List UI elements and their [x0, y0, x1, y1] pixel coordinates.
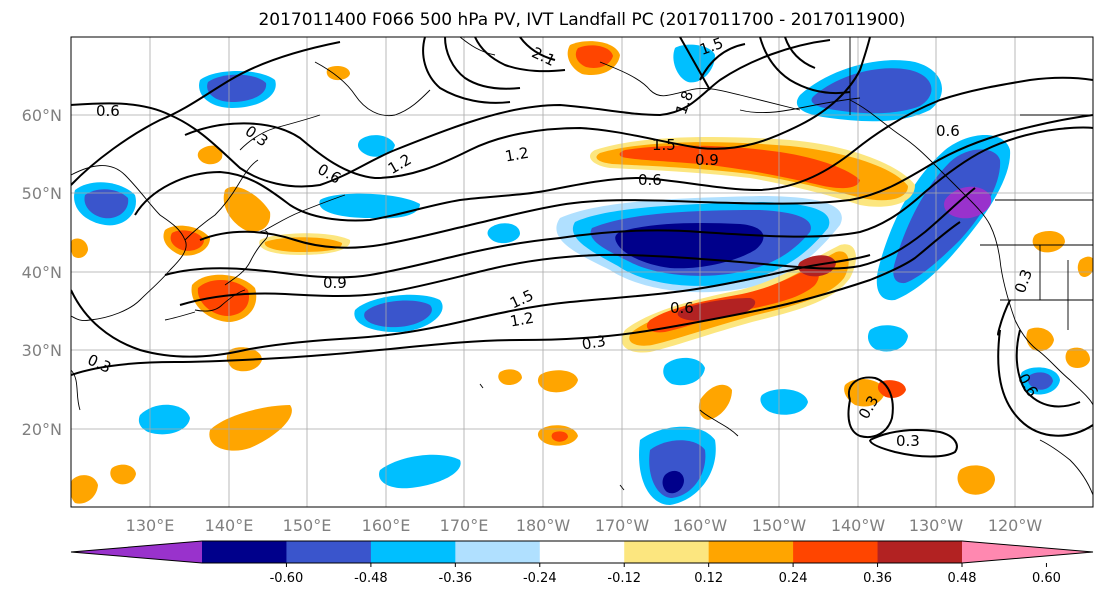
colorbar-bin [370, 541, 456, 563]
lon-label: 140°E [205, 516, 254, 535]
contour-label: 0.6 [936, 122, 960, 140]
pv-anomaly-shading [71, 41, 1093, 505]
colorbar-bin [286, 541, 372, 563]
lat-label: 20°N [22, 420, 62, 439]
pv-contours [71, 37, 1093, 458]
colorbar-bin [202, 541, 287, 563]
colorbar-bin [708, 541, 794, 563]
colorbar-tick-label: 0.24 [779, 571, 808, 586]
positive-anomaly-region [677, 298, 756, 321]
map-title: 2017011400 F066 500 hPa PV, IVT Landfall… [258, 10, 905, 30]
negative-anomaly-region [867, 325, 908, 352]
latitude-labels: 60°N 50°N 40°N 30°N 20°N [22, 106, 62, 439]
positive-anomaly-region [71, 475, 98, 504]
contour-label: 0.9 [323, 274, 347, 292]
lon-label: 140°W [831, 516, 886, 535]
colorbar-tick-label: -0.48 [354, 571, 388, 586]
lat-label: 40°N [22, 263, 62, 282]
longitude-labels: 130°E 140°E 150°E 160°E 170°E 180°W 170°… [126, 516, 1043, 535]
lat-label: 50°N [22, 184, 62, 203]
colorbar-bin [71, 541, 202, 563]
positive-anomaly-region [170, 230, 204, 251]
contour-label: 0.6 [638, 171, 662, 189]
colorbar: -0.60 -0.48 -0.36 -0.24 -0.12 0.12 0.24 0.36 0.4… [70, 540, 1094, 586]
coastlines [71, 37, 1093, 496]
lon-label: 160°E [362, 516, 411, 535]
negative-anomaly-region [811, 68, 932, 114]
colorbar-tick-label: -0.24 [523, 571, 557, 586]
positive-anomaly-region [1032, 230, 1065, 253]
colorbar-tick-label: -0.12 [607, 571, 641, 586]
colorbar-bin [793, 541, 879, 563]
negative-anomaly-region [760, 389, 808, 415]
lon-label: 150°E [283, 516, 332, 535]
negative-anomaly-region [662, 470, 684, 494]
colorbar-tick-label: -0.60 [270, 571, 304, 586]
negative-anomaly-region [364, 300, 432, 328]
positive-anomaly-region [209, 405, 292, 451]
negative-anomaly-region [207, 74, 267, 102]
positive-anomaly-region [264, 237, 343, 252]
positive-anomaly-region [498, 369, 522, 386]
positive-anomaly-region [698, 384, 732, 420]
positive-anomaly-region [575, 45, 613, 68]
negative-anomaly-region [1027, 372, 1053, 390]
contour-label: 1.5 [652, 136, 676, 154]
negative-anomaly-region [379, 454, 461, 489]
lat-label: 30°N [22, 341, 62, 360]
lon-label: 130°E [126, 516, 175, 535]
positive-anomaly-region [197, 279, 250, 316]
lon-label: 170°W [595, 516, 650, 535]
negative-anomaly-region [84, 189, 129, 219]
positive-anomaly-region [1065, 347, 1090, 368]
negative-anomaly-region [319, 193, 420, 219]
contour-label: 1.2 [509, 309, 536, 331]
lon-label: 120°W [988, 516, 1043, 535]
positive-anomaly-region [326, 66, 350, 81]
lon-label: 150°W [752, 516, 807, 535]
positive-anomaly-region [844, 378, 885, 407]
negative-anomaly-region [663, 357, 705, 386]
contour-label: 0.9 [695, 151, 719, 169]
contour-label: 0.6 [96, 102, 120, 120]
negative-anomaly-region [138, 404, 190, 435]
positive-anomaly-region [619, 145, 860, 189]
positive-anomaly-region [71, 238, 88, 258]
colorbar-tick-label: 0.12 [694, 571, 723, 586]
colorbar-tick-label: -0.36 [439, 571, 473, 586]
colorbar-bin [539, 541, 625, 563]
contour-label: 0.3 [896, 432, 920, 450]
lon-label: 130°W [909, 516, 964, 535]
colorbar-tick-label: 0.48 [948, 571, 977, 586]
contour-label: 1.2 [504, 144, 531, 166]
map-frame [70, 36, 1094, 508]
positive-anomaly-region [537, 370, 578, 393]
colorbar-tick-label: 0.60 [1032, 571, 1061, 586]
colorbar-tick-label: 0.36 [863, 571, 892, 586]
colorbar-bin [455, 541, 541, 563]
positive-anomaly-region [110, 464, 136, 485]
positive-anomaly-region [551, 431, 568, 442]
lon-label: 160°W [673, 516, 728, 535]
lon-label: 170°E [440, 516, 489, 535]
colorbar-bin [624, 541, 710, 563]
lon-label: 180°W [516, 516, 571, 535]
positive-anomaly-region [223, 186, 271, 232]
colorbar-outline [70, 540, 1094, 564]
colorbar-bin [962, 541, 1093, 563]
negative-anomaly-region [487, 223, 520, 244]
contour-label: 0.3 [580, 332, 607, 354]
positive-anomaly-region [197, 145, 223, 165]
colorbar-bin [877, 541, 963, 563]
negative-anomaly-region [893, 149, 1001, 284]
map-panel: 0.6 0.3 0.6 1.2 1.2 1.5 0.9 0.6 1.5 0.6 … [71, 37, 1093, 507]
contour-label: 0.6 [670, 299, 694, 317]
positive-anomaly-region [1026, 327, 1054, 352]
positive-anomaly-region [957, 465, 995, 495]
lat-label: 60°N [22, 106, 62, 125]
